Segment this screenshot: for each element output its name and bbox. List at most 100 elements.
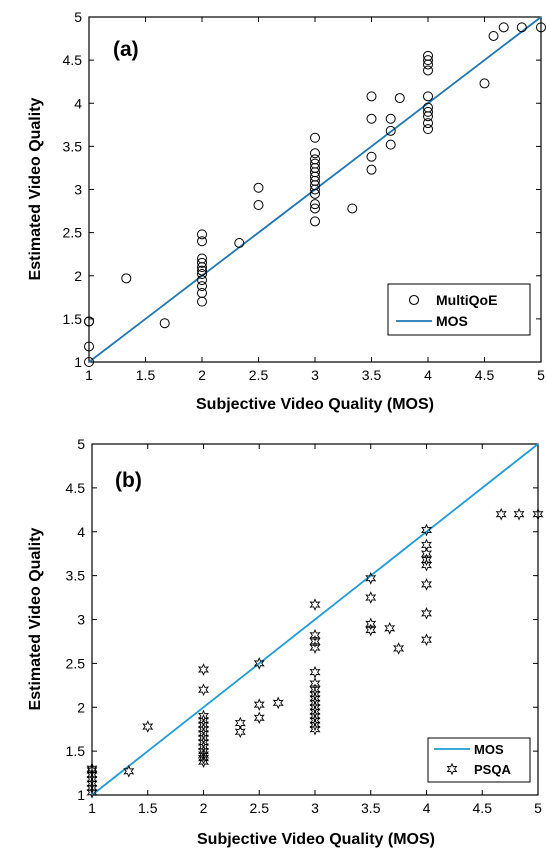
data-point-multiqoe [197,229,207,240]
data-point-multiqoe [423,55,433,66]
x-tick-label-a: 4.5 [475,367,495,383]
data-point-multiqoe [253,182,264,193]
data-point-psqa [86,772,98,786]
data-point-multiqoe [310,216,320,227]
data-point-psqa [309,677,321,690]
x-tick-label-a: 4 [424,367,432,383]
data-point-multiqoe [423,102,433,113]
y-tick-label-a: 1 [74,354,82,370]
data-point-psqa [253,657,265,670]
x-tick-label-b: 3 [311,800,319,816]
data-point-psqa [309,598,321,611]
data-point-psqa [421,547,432,561]
y-tick-label-a: 5 [74,9,82,25]
data-point-psqa [198,755,209,768]
x-tick-label-a: 3.5 [362,367,382,383]
x-tick-label-b: 1 [88,800,96,816]
data-point-multiqoe [479,78,490,89]
y-tick-label-b: 5 [77,436,85,452]
data-point-psqa [86,777,98,790]
y-axis-label-b: Estimated Video Quality [27,527,44,710]
x-tick-label-b: 4.5 [473,800,493,816]
x-tick-label-a: 3 [311,367,319,383]
data-point-multiqoe [366,91,377,102]
data-point-psqa [309,709,321,723]
y-tick-label-a: 2.5 [63,225,83,241]
legend-marker-psqa-shape [446,762,458,776]
data-point-psqa [198,714,209,727]
data-point-psqa [309,641,321,654]
legend-label-multiqoe: MultiQoE [436,292,497,308]
legend-b: MOS PSQA [427,737,531,783]
data-point-multiqoe [84,357,94,367]
data-point-multiqoe [366,113,377,124]
data-point-multiqoe [310,158,320,169]
x-tick-label-a: 1 [85,367,93,383]
data-point-psqa [495,507,507,521]
y-tick-label-b: 1 [77,787,85,803]
x-tick-label-a: 2.5 [249,367,269,383]
y-tick-label-a: 1.5 [63,311,83,327]
data-point-multiqoe [310,154,320,165]
data-point-multiqoe [310,199,320,210]
tick-labels-a: 1 1.5 2 2.5 3 3.5 4 4.5 5 1 1.5 2 2.5 3 3.5 4 4.5 5 [63,9,546,383]
data-point-psqa [309,714,321,727]
legend-marker-multiqoe [408,294,420,306]
data-point-multiqoe [423,65,433,76]
data-point-psqa [234,725,246,739]
data-point-psqa [234,716,246,730]
legend-box-b [427,737,531,783]
legend-label-mos-a: MOS [436,313,468,329]
data-point-multiqoe [197,236,207,247]
y-axis-label-a: Estimated Video Quality [27,97,44,280]
data-point-psqa [532,507,544,521]
data-point-multiqoe [310,148,320,159]
data-point-multiqoe [310,132,320,143]
data-point-psqa [198,731,209,745]
data-point-psqa [365,623,377,637]
legend-a: MultiQoE MOS [387,283,531,336]
data-point-psqa [513,507,525,521]
data-point-psqa [421,553,432,567]
data-point-multiqoe [385,125,396,136]
data-point-psqa [198,683,209,697]
tick-labels-b: 1 1.5 2 2.5 3 3.5 4 4.5 5 1 1.5 2 2.5 3 3.5 4 4.5 5 [66,436,543,816]
series-a [84,16,546,367]
legend-marker-psqa [446,762,458,776]
data-point-psqa [421,607,432,620]
data-point-psqa [309,722,321,736]
x-tick-label-a: 2 [198,367,206,383]
data-point-multiqoe [197,253,207,264]
legend-label-psqa: PSQA [474,762,511,777]
y-tick-label-b: 3 [77,612,85,628]
data-point-psqa [86,762,98,775]
x-tick-label-b: 1.5 [138,800,158,816]
data-point-psqa [86,786,98,799]
data-point-multiqoe [197,265,207,276]
data-point-psqa [272,696,284,710]
data-point-multiqoe [385,113,396,124]
ticks-a [88,16,542,363]
data-point-psqa [309,705,321,718]
data-point-psqa [309,628,321,642]
y-tick-label-b: 4 [77,524,85,540]
x-tick-label-b: 2 [200,800,208,816]
data-point-multiqoe [197,281,207,292]
data-point-psqa [86,781,98,795]
y-tick-label-a: 3 [74,182,82,198]
data-point-psqa [198,748,209,761]
data-point-multiqoe [385,139,396,150]
data-point-psqa [393,642,405,655]
data-point-psqa [198,751,209,765]
data-point-multiqoe [84,316,94,327]
data-point-multiqoe [423,91,433,102]
data-point-multiqoe [366,164,377,175]
data-point-psqa [421,633,432,646]
x-tick-label-a: 1.5 [136,367,156,383]
y-tick-label-a: 4 [74,95,82,111]
data-point-psqa [198,709,209,723]
data-point-multiqoe [366,151,377,162]
data-point-psqa [309,696,321,710]
y-tick-label-b: 1.5 [66,743,86,759]
data-point-psqa [198,736,209,749]
